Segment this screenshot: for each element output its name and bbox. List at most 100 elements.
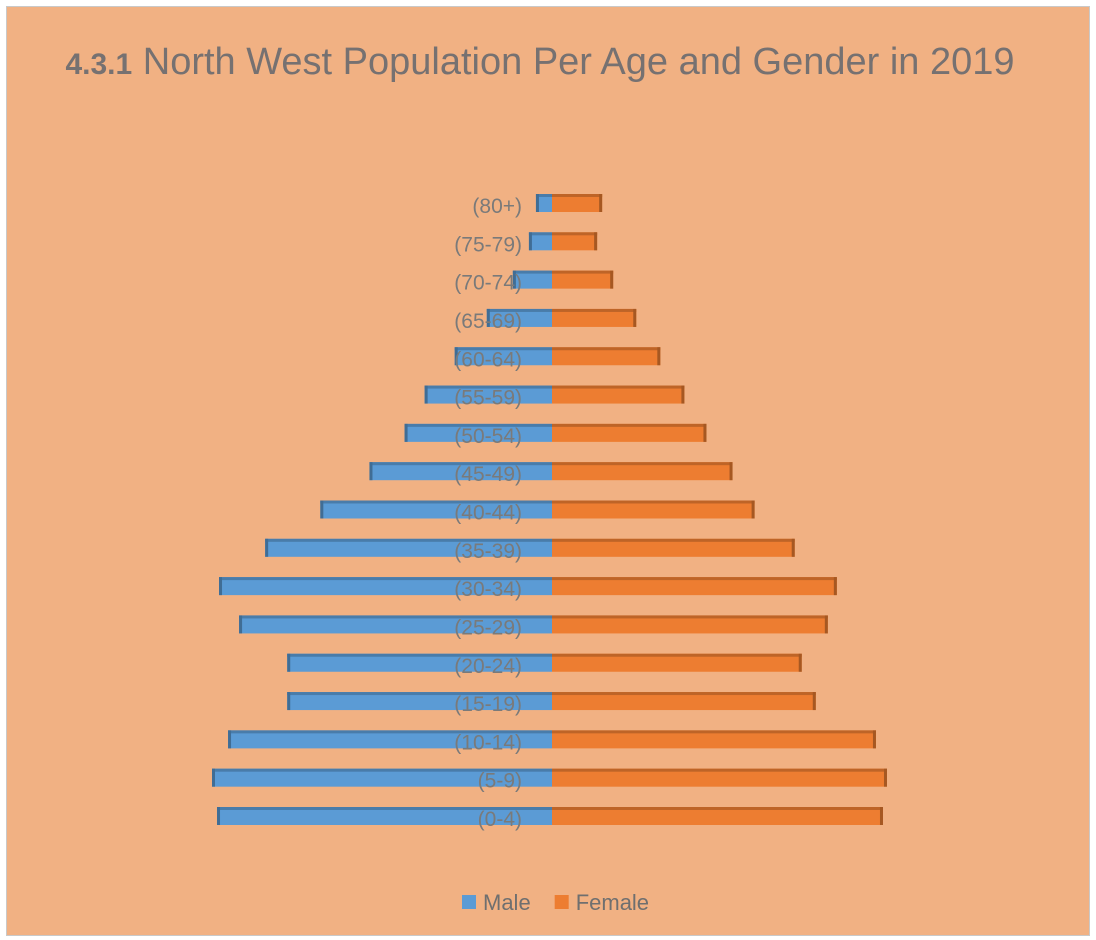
- bar-end-shade: [535, 194, 539, 212]
- bar: [552, 270, 614, 289]
- bar: [552, 347, 661, 366]
- bar-top-shade: [552, 730, 876, 734]
- bar-end-shade: [320, 500, 324, 519]
- bar: [320, 500, 552, 519]
- bar-top-shade: [228, 730, 553, 734]
- bar-end-shade: [883, 768, 887, 787]
- bar-end-shade: [239, 615, 243, 634]
- bar-top-shade: [552, 538, 795, 542]
- bar: [552, 232, 598, 251]
- bar-top-shade: [424, 385, 552, 389]
- title-text: North West Population Per Age and Gender…: [142, 41, 1015, 83]
- bar-top-shade: [552, 347, 661, 351]
- bar-top-shade: [552, 270, 614, 274]
- legend-label: Female: [576, 890, 649, 915]
- bar-end-shade: [791, 538, 795, 557]
- bar-top-shade: [320, 500, 552, 504]
- bar-end-shade: [217, 807, 221, 825]
- bar: [552, 577, 837, 596]
- bar-end-shade: [287, 653, 291, 672]
- bar-top-shade: [265, 538, 552, 542]
- category-label: (40-44): [454, 502, 522, 525]
- bar-top-shade: [287, 653, 552, 657]
- bar: [454, 347, 552, 366]
- bar-end-shade: [265, 538, 269, 557]
- bar-end-shade: [610, 270, 614, 289]
- bar-top-shade: [552, 308, 637, 312]
- bar: [552, 500, 755, 519]
- category-label: (25-29): [454, 616, 522, 639]
- bar: [552, 692, 816, 711]
- bar: [552, 194, 603, 212]
- bar-top-shade: [369, 462, 552, 466]
- bar: [552, 385, 685, 404]
- bar-end-shade: [798, 653, 802, 672]
- bar: [552, 615, 828, 634]
- bar-top-shade: [535, 194, 552, 197]
- bar-end-shade: [681, 385, 685, 404]
- bar-end-shade: [228, 730, 232, 749]
- category-label: (55-59): [454, 387, 522, 410]
- category-label: (10-14): [454, 731, 522, 754]
- bar-end-shade: [824, 615, 828, 634]
- bar-end-shade: [812, 692, 816, 711]
- bar-top-shade: [552, 423, 707, 427]
- bar: [239, 615, 552, 634]
- category-label: (50-54): [454, 425, 522, 448]
- bar-end-shade: [729, 462, 733, 481]
- bar-top-shade: [552, 807, 883, 810]
- bar-end-shade: [424, 385, 428, 404]
- bar-top-shade: [552, 615, 828, 619]
- bar-end-shade: [879, 807, 883, 825]
- category-label: (65-69): [454, 310, 522, 333]
- category-label: (15-19): [454, 693, 522, 716]
- bar-end-shade: [599, 194, 603, 212]
- category-label: (45-49): [454, 463, 522, 486]
- bar-top-shade: [552, 232, 598, 236]
- bar-top-shade: [512, 270, 552, 274]
- bar-top-shade: [287, 692, 552, 696]
- bar-top-shade: [217, 807, 552, 810]
- bar: [228, 730, 553, 749]
- bar-end-shade: [833, 577, 837, 596]
- chart-title: 4.3.1 North West Population Per Age and …: [40, 36, 1040, 91]
- category-label: (20-24): [454, 655, 522, 678]
- bar: [552, 308, 637, 327]
- bar-end-shade: [703, 423, 707, 442]
- category-label: (5-9): [478, 770, 522, 793]
- bar: [217, 807, 552, 825]
- legend-swatch: [554, 895, 569, 909]
- bar-end-shade: [404, 423, 408, 442]
- bar: [552, 768, 887, 787]
- bar: [552, 462, 733, 481]
- bar: [287, 692, 552, 711]
- bar-top-shade: [454, 347, 552, 351]
- bar-end-shade: [528, 232, 532, 251]
- bar: [219, 577, 553, 596]
- bar-end-shade: [751, 500, 755, 519]
- bar: [424, 385, 552, 404]
- bar: [552, 807, 883, 825]
- bar-end-shade: [486, 308, 490, 327]
- bar-end-shade: [633, 308, 637, 327]
- bar: [287, 653, 552, 672]
- category-label: (70-74): [454, 272, 522, 295]
- bar: [265, 538, 552, 557]
- bar: [369, 462, 552, 481]
- bar: [552, 538, 795, 557]
- bar-top-shade: [404, 423, 552, 427]
- bar-end-shade: [454, 347, 458, 366]
- bar: [552, 423, 707, 442]
- bar-top-shade: [486, 308, 552, 312]
- category-label: (80+): [472, 195, 522, 218]
- bar-top-shade: [552, 500, 755, 504]
- category-label: (0-4): [478, 808, 522, 831]
- bar-end-shade: [594, 232, 598, 251]
- bar-top-shade: [552, 653, 802, 657]
- bar-top-shade: [239, 615, 552, 619]
- bar-top-shade: [552, 768, 887, 772]
- bar-end-shade: [872, 730, 876, 749]
- bar: [512, 270, 552, 289]
